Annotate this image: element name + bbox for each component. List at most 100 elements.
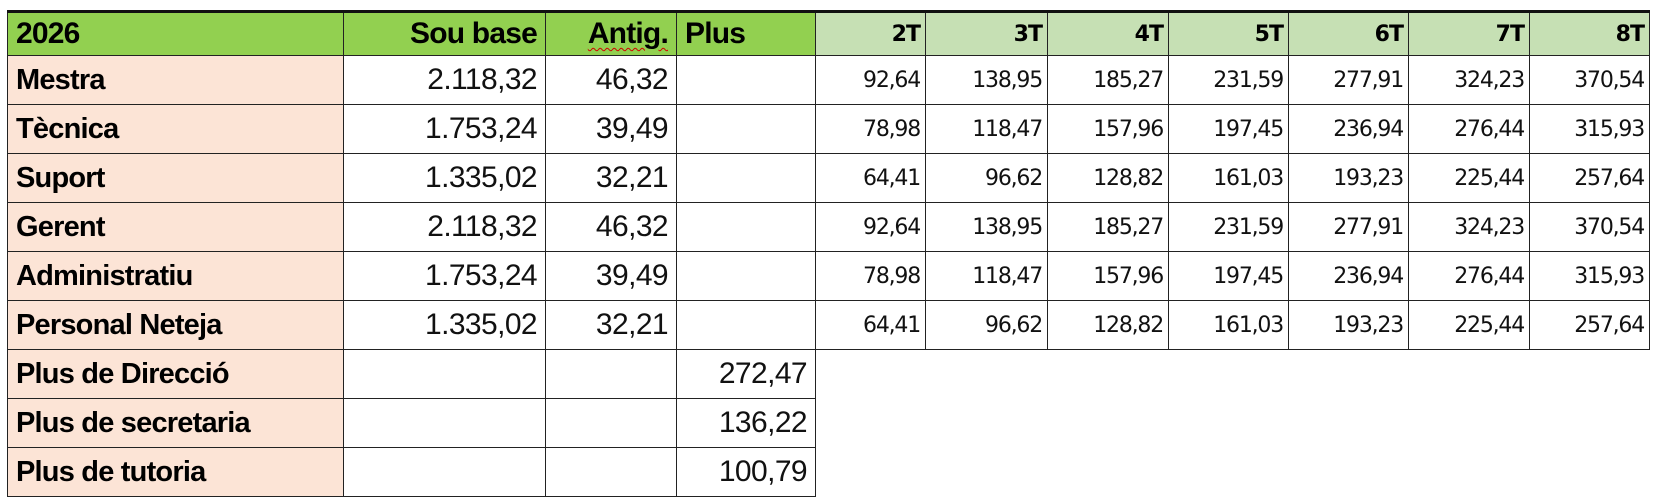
cell-6t[interactable]: 236,94 (1288, 104, 1409, 154)
cell-5t[interactable]: 161,03 (1168, 300, 1289, 350)
cell-antig[interactable]: 39,49 (545, 251, 677, 301)
salary-table: 2026 Sou base Antig. Plus 2T 3T 4T 5T 6T 7T 8T… (7, 10, 1650, 497)
header-3t[interactable]: 3T (925, 10, 1048, 56)
cell-2t[interactable]: 78,98 (815, 104, 926, 154)
table-row: Plus de Direcció 272,47 (7, 349, 1650, 399)
empty-cell (926, 399, 1048, 448)
cell-5t[interactable]: 231,59 (1168, 55, 1289, 105)
cell-sou-base[interactable] (343, 349, 546, 399)
cell-7t[interactable]: 276,44 (1408, 104, 1530, 154)
empty-cell (1530, 350, 1650, 399)
cell-5t[interactable]: 197,45 (1168, 104, 1289, 154)
cell-antig[interactable]: 39,49 (545, 104, 677, 154)
cell-3t[interactable]: 138,95 (925, 202, 1048, 252)
cell-7t[interactable]: 324,23 (1408, 202, 1530, 252)
table-row: Administratiu 1.753,24 39,49 78,98 118,47 157… (7, 251, 1650, 301)
cell-plus[interactable]: 272,47 (676, 349, 816, 399)
cell-3t[interactable]: 138,95 (925, 55, 1048, 105)
row-label[interactable]: Plus de secretaria (7, 398, 344, 448)
row-label[interactable]: Plus de tutoria (7, 447, 344, 497)
cell-sou-base[interactable] (343, 447, 546, 497)
cell-sou-base[interactable]: 1.753,24 (343, 104, 546, 154)
cell-2t[interactable]: 92,64 (815, 55, 926, 105)
cell-7t[interactable]: 276,44 (1408, 251, 1530, 301)
cell-antig[interactable] (545, 447, 677, 497)
cell-sou-base[interactable]: 1.753,24 (343, 251, 546, 301)
cell-8t[interactable]: 257,64 (1529, 153, 1650, 203)
row-label[interactable]: Administratiu (7, 251, 344, 301)
cell-plus[interactable] (676, 251, 816, 301)
cell-6t[interactable]: 193,23 (1288, 300, 1409, 350)
cell-antig[interactable]: 46,32 (545, 202, 677, 252)
header-sou-base[interactable]: Sou base (343, 10, 546, 56)
cell-antig[interactable]: 32,21 (545, 153, 677, 203)
cell-sou-base[interactable]: 2.118,32 (343, 202, 546, 252)
cell-6t[interactable]: 193,23 (1288, 153, 1409, 203)
cell-plus[interactable] (676, 300, 816, 350)
empty-cell (1409, 399, 1530, 448)
cell-8t[interactable]: 315,93 (1529, 104, 1650, 154)
cell-6t[interactable]: 236,94 (1288, 251, 1409, 301)
row-label[interactable]: Tècnica (7, 104, 344, 154)
cell-plus[interactable] (676, 202, 816, 252)
row-label[interactable]: Suport (7, 153, 344, 203)
table-row: Tècnica 1.753,24 39,49 78,98 118,47 157,96 197… (7, 104, 1650, 154)
row-label[interactable]: Personal Neteja (7, 300, 344, 350)
cell-3t[interactable]: 118,47 (925, 251, 1048, 301)
cell-antig[interactable]: 32,21 (545, 300, 677, 350)
cell-4t[interactable]: 128,82 (1047, 153, 1169, 203)
row-label[interactable]: Gerent (7, 202, 344, 252)
cell-4t[interactable]: 157,96 (1047, 104, 1169, 154)
header-2t[interactable]: 2T (815, 10, 926, 56)
cell-8t[interactable]: 370,54 (1529, 202, 1650, 252)
cell-4t[interactable]: 128,82 (1047, 300, 1169, 350)
header-year[interactable]: 2026 (7, 10, 344, 56)
cell-8t[interactable]: 315,93 (1529, 251, 1650, 301)
cell-sou-base[interactable]: 1.335,02 (343, 153, 546, 203)
header-6t[interactable]: 6T (1288, 10, 1409, 56)
cell-6t[interactable]: 277,91 (1288, 202, 1409, 252)
cell-plus[interactable]: 100,79 (676, 447, 816, 497)
cell-sou-base[interactable] (343, 398, 546, 448)
cell-sou-base[interactable]: 2.118,32 (343, 55, 546, 105)
header-antig[interactable]: Antig. (545, 10, 677, 56)
row-label[interactable]: Plus de Direcció (7, 349, 344, 399)
cell-plus[interactable]: 136,22 (676, 398, 816, 448)
cell-5t[interactable]: 161,03 (1168, 153, 1289, 203)
empty-cell (1409, 350, 1530, 399)
cell-plus[interactable] (676, 55, 816, 105)
row-label[interactable]: Mestra (7, 55, 344, 105)
cell-5t[interactable]: 197,45 (1168, 251, 1289, 301)
cell-plus[interactable] (676, 153, 816, 203)
table-row: Suport 1.335,02 32,21 64,41 96,62 128,82 161,0… (7, 153, 1650, 203)
table-row: Gerent 2.118,32 46,32 92,64 138,95 185,27 231,… (7, 202, 1650, 252)
cell-4t[interactable]: 157,96 (1047, 251, 1169, 301)
cell-2t[interactable]: 64,41 (815, 300, 926, 350)
cell-8t[interactable]: 257,64 (1529, 300, 1650, 350)
cell-antig[interactable] (545, 398, 677, 448)
cell-7t[interactable]: 324,23 (1408, 55, 1530, 105)
cell-2t[interactable]: 64,41 (815, 153, 926, 203)
cell-5t[interactable]: 231,59 (1168, 202, 1289, 252)
cell-2t[interactable]: 92,64 (815, 202, 926, 252)
cell-4t[interactable]: 185,27 (1047, 202, 1169, 252)
header-4t[interactable]: 4T (1047, 10, 1169, 56)
cell-8t[interactable]: 370,54 (1529, 55, 1650, 105)
cell-3t[interactable]: 96,62 (925, 153, 1048, 203)
cell-plus[interactable] (676, 104, 816, 154)
cell-sou-base[interactable]: 1.335,02 (343, 300, 546, 350)
cell-2t[interactable]: 78,98 (815, 251, 926, 301)
header-row: 2026 Sou base Antig. Plus 2T 3T 4T 5T 6T 7T 8T (7, 10, 1650, 56)
header-5t[interactable]: 5T (1168, 10, 1289, 56)
cell-antig[interactable] (545, 349, 677, 399)
cell-7t[interactable]: 225,44 (1408, 300, 1530, 350)
cell-antig[interactable]: 46,32 (545, 55, 677, 105)
header-8t[interactable]: 8T (1529, 10, 1650, 56)
cell-3t[interactable]: 118,47 (925, 104, 1048, 154)
cell-7t[interactable]: 225,44 (1408, 153, 1530, 203)
cell-3t[interactable]: 96,62 (925, 300, 1048, 350)
cell-6t[interactable]: 277,91 (1288, 55, 1409, 105)
header-plus[interactable]: Plus (676, 10, 816, 56)
cell-4t[interactable]: 185,27 (1047, 55, 1169, 105)
header-7t[interactable]: 7T (1408, 10, 1530, 56)
